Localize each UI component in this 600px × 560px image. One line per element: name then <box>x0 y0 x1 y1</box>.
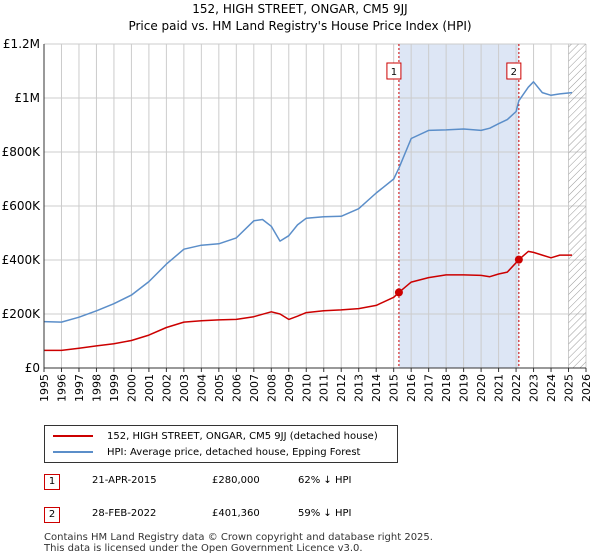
legend-label-property: 152, HIGH STREET, ONGAR, CM5 9JJ (detach… <box>107 430 378 442</box>
transaction-hpi-diff: 62% ↓ HPI <box>298 475 352 486</box>
chart-axes: £0 £200K £400K £600K £800K £1M £1.2M 1995 1996 19… <box>2 37 593 402</box>
x-tick-label: 2015 <box>388 374 401 402</box>
x-tick-label: 2004 <box>195 374 208 402</box>
x-tick-label: 2021 <box>493 374 506 402</box>
x-tick-label: 2011 <box>318 374 331 402</box>
legend-item-hpi: HPI: Average price, detached house, Eppi… <box>53 444 360 460</box>
chart-legend: 152, HIGH STREET, ONGAR, CM5 9JJ (detach… <box>44 425 398 463</box>
x-tick-label: 2022 <box>510 374 523 402</box>
transaction-date: 21-APR-2015 <box>92 475 157 486</box>
x-tick-label: 2007 <box>248 374 261 402</box>
sale-points <box>394 255 523 297</box>
transaction-price: £401,360 <box>212 508 260 519</box>
x-tick-label: 2001 <box>143 374 156 402</box>
x-tick-label: 2013 <box>353 374 366 402</box>
x-tick-label: 2023 <box>528 374 541 402</box>
sale-point <box>514 255 523 264</box>
chart-subtitle: Price paid vs. HM Land Registry's House … <box>128 19 472 33</box>
y-tick-label: £800K <box>2 145 42 159</box>
annotation-box <box>506 62 522 80</box>
y-tick-label: £600K <box>2 199 42 213</box>
footer-licence: This data is licensed under the Open Gov… <box>44 543 363 554</box>
y-tick-label: £200K <box>2 307 42 321</box>
legend-item-property: 152, HIGH STREET, ONGAR, CM5 9JJ (detach… <box>53 428 378 444</box>
x-tick-label: 1997 <box>73 374 86 402</box>
x-tick-label: 2010 <box>300 374 313 402</box>
y-tick-label: £0 <box>25 361 40 375</box>
annotation-label: 1 <box>391 67 397 78</box>
x-tick-label: 1995 <box>38 374 51 402</box>
annotation-box <box>386 62 402 80</box>
legend-swatch-property <box>53 435 93 437</box>
transaction-marker: 1 <box>44 474 60 490</box>
x-tick-label: 1998 <box>90 374 103 402</box>
x-tick-label: 1996 <box>55 374 68 402</box>
x-tick-label: 2026 <box>580 374 593 402</box>
x-tick-label: 2012 <box>335 374 348 402</box>
x-tick-label: 2000 <box>125 374 138 402</box>
x-tick-label: 2002 <box>160 374 173 402</box>
sale-annotation: 1 <box>386 62 402 80</box>
chart-title: 152, HIGH STREET, ONGAR, CM5 9JJ <box>192 2 408 16</box>
transaction-hpi-diff: 59% ↓ HPI <box>298 508 352 519</box>
x-tick-label: 2005 <box>213 374 226 402</box>
transaction-marker: 2 <box>44 507 60 523</box>
x-tick-label: 2025 <box>563 374 576 402</box>
sale-point <box>394 288 403 297</box>
y-tick-label: £1.2M <box>3 37 40 51</box>
x-tick-label: 2017 <box>423 374 436 402</box>
legend-swatch-hpi <box>53 451 93 453</box>
y-tick-label: £1M <box>14 91 40 105</box>
x-tick-label: 2009 <box>283 374 296 402</box>
sale-annotation: 2 <box>506 62 522 80</box>
x-tick-label: 2008 <box>265 374 278 402</box>
x-tick-label: 1999 <box>108 374 121 402</box>
series-line <box>43 81 573 323</box>
annotation-label: 2 <box>511 67 517 78</box>
x-tick-label: 2024 <box>545 374 558 402</box>
x-tick-label: 2006 <box>230 374 243 402</box>
transaction-date: 28-FEB-2022 <box>92 508 157 519</box>
x-tick-label: 2020 <box>475 374 488 402</box>
forecast-hatch <box>568 44 586 368</box>
transaction-price: £280,000 <box>212 475 260 486</box>
hatched-region <box>568 44 586 368</box>
x-tick-label: 2014 <box>370 374 383 402</box>
x-tick-label: 2003 <box>178 374 191 402</box>
legend-label-hpi: HPI: Average price, detached house, Eppi… <box>107 446 361 458</box>
x-tick-label: 2016 <box>405 374 418 402</box>
y-tick-label: £400K <box>2 253 42 267</box>
x-tick-label: 2018 <box>440 374 453 402</box>
x-tick-label: 2019 <box>458 374 471 402</box>
footer-copyright: Contains HM Land Registry data © Crown c… <box>44 532 433 543</box>
sale-date-lines <box>398 44 520 368</box>
chart-grid <box>43 43 587 369</box>
